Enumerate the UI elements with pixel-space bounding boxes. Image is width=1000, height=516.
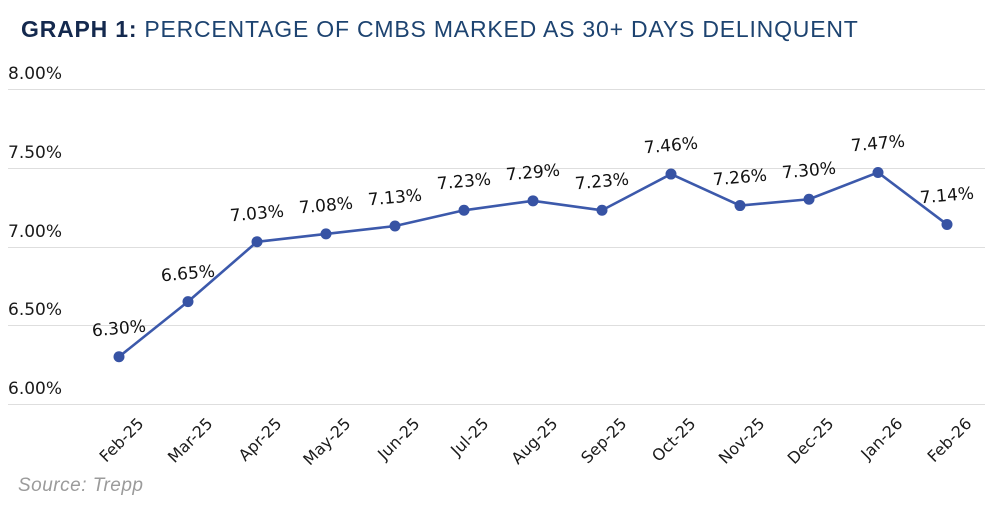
y-axis-tick-label: 6.50% [8,300,63,321]
gridline [8,325,985,327]
chart-title-prefix: GRAPH 1: [21,16,138,42]
y-axis-tick-label: 7.00% [8,221,63,242]
data-point-marker [872,166,884,178]
y-axis-tick-label: 7.50% [8,142,63,163]
data-point-marker [527,195,539,207]
gridline [8,246,985,248]
gridline [8,404,985,405]
gridline [8,89,985,90]
gridline [8,167,985,169]
data-point-marker [941,218,953,230]
source-note: Source: Trepp [18,475,144,496]
data-point-marker [665,168,677,180]
data-point-marker [113,351,125,363]
data-point-marker [734,200,746,212]
y-axis-tick-label: 6.00% [8,379,63,399]
y-axis-tick-label: 8.00% [8,64,63,84]
chart-title: GRAPH 1: PERCENTAGE OF CMBS MARKED AS 30+… [21,16,859,43]
data-point-marker [596,204,608,216]
chart-title-text: PERCENTAGE OF CMBS MARKED AS 30+ DAYS DE… [144,16,859,42]
data-point-marker [389,220,401,232]
data-point-marker [320,228,332,240]
data-point-marker [251,236,263,248]
data-point-marker [458,204,470,216]
data-point-marker [182,296,194,308]
data-point-marker [803,193,815,205]
